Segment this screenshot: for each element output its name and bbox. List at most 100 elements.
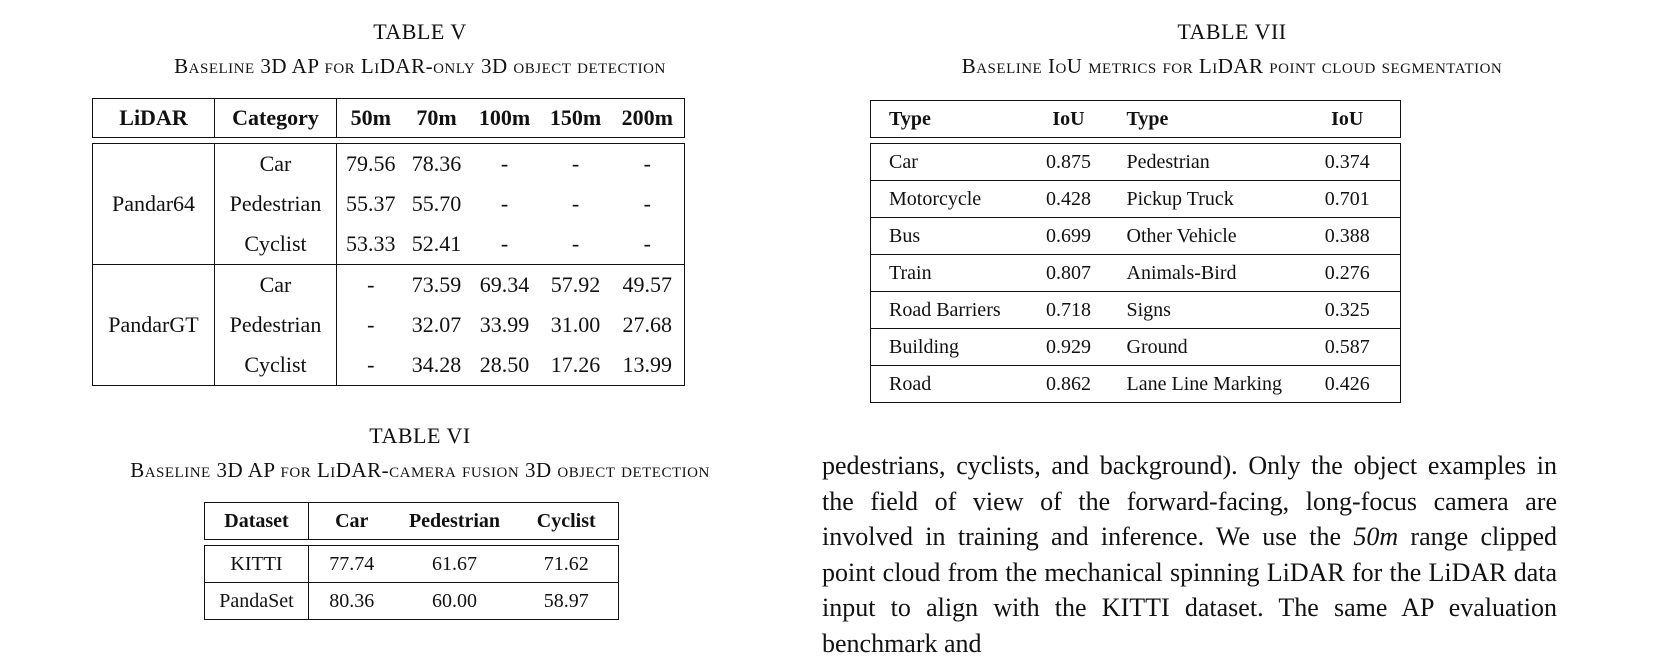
table7-cell: Building [870, 328, 1029, 366]
table5-cell: Cyclist [214, 345, 337, 386]
table5-caption: Baseline 3D AP for LiDAR-only 3D object … [174, 54, 666, 78]
table5: LiDAR Category 50m 70m 100m 150m 200m Pa… [92, 98, 685, 386]
table7-cell: Road Barriers [870, 291, 1029, 329]
table7-label: TABLE VII [1177, 19, 1287, 44]
table5-cell: - [336, 345, 405, 386]
table-row: Road 0.862 Lane Line Marking 0.426 [870, 365, 1401, 403]
table5-cell: 34.28 [404, 345, 469, 386]
table5-cell: - [367, 272, 375, 297]
table-row: KITTI 77.74 61.67 71.62 [204, 545, 619, 583]
table5-cell: 33.99 [479, 312, 530, 337]
table5-cell: - [468, 143, 541, 184]
table7-cell: Animals-Bird [1108, 254, 1295, 292]
table-row: Pandar64 Car 79.56 78.36 - - - [92, 143, 685, 265]
table5-header-cell: LiDAR [92, 98, 215, 138]
table7-cell: 0.428 [1028, 180, 1109, 218]
table5-cell: - [571, 191, 580, 216]
table7-header-cell: IoU [1294, 100, 1401, 138]
table5-cell: - [610, 224, 685, 265]
table7-cell: Ground [1108, 328, 1295, 366]
table5-cell: - [540, 224, 611, 265]
right-column: TABLE VII Baseline IoU metrics for LiDAR… [822, 18, 1642, 658]
table5-cell: 55.37 [346, 191, 396, 216]
table5-header-cell: 70m [404, 98, 469, 138]
table7-cell: 0.699 [1028, 217, 1109, 255]
table7-cell: Car [870, 143, 1029, 181]
table5-cell: 69.34 [479, 272, 530, 297]
table-row: Car 0.875 Pedestrian 0.374 [870, 143, 1401, 181]
body-text-b: range clipped point cloud from the mecha… [822, 522, 1557, 658]
table7-cell: 0.374 [1294, 143, 1401, 181]
table5-header-cell: Category [214, 98, 337, 138]
table7-header-row: Type IoU Type IoU [870, 100, 1401, 138]
table-row: Building 0.929 Ground 0.587 [870, 328, 1401, 366]
table6-label: TABLE VI [369, 423, 471, 448]
table5-cell: - [610, 184, 685, 224]
table5-cell: 52.41 [404, 224, 469, 265]
table-row: Cyclist 53.33 52.41 - - - [93, 224, 685, 265]
table-row: Train 0.807 Animals-Bird 0.276 [870, 254, 1401, 292]
table6-cell: PandaSet [204, 582, 309, 620]
table6-cell: 71.62 [514, 545, 619, 583]
table5-header-cell: 100m [468, 98, 541, 138]
table7-header-cell: Type [870, 100, 1029, 138]
table7-cell: 0.701 [1294, 180, 1401, 218]
table7-header-cell: Type [1108, 100, 1295, 138]
table7-cell: Motorcycle [870, 180, 1029, 218]
table5-cell: Car [214, 264, 337, 305]
table5-cell: Cyclist [214, 224, 337, 265]
table5-header-cell: 200m [610, 98, 685, 138]
table7-cell: Pedestrian [1108, 143, 1295, 181]
table-row: Motorcycle 0.428 Pickup Truck 0.701 [870, 180, 1401, 218]
body-math: 50m [1353, 522, 1399, 551]
table7-cell: Lane Line Marking [1108, 365, 1295, 403]
table7: Type IoU Type IoU Car 0.875 Pedestrian 0… [870, 100, 1401, 403]
table5-cell: 55.70 [411, 191, 462, 216]
table7-cell: 0.388 [1294, 217, 1401, 255]
table7-cell: 0.325 [1294, 291, 1401, 329]
table7-cell: 0.587 [1294, 328, 1401, 366]
body-text-a: pedestrians, cyclists, and background). … [822, 451, 1557, 551]
table7-header-cell: IoU [1028, 100, 1109, 138]
table5-cell: 17.26 [540, 345, 611, 386]
table5-cell: 79.56 [336, 143, 405, 184]
table7-cell: 0.426 [1294, 365, 1401, 403]
table-row: PandaSet 80.36 60.00 58.97 [204, 582, 619, 620]
table5-cell: - [468, 224, 541, 265]
table6-header-row: Dataset Car Pedestrian Cyclist [204, 502, 619, 540]
table-row: Pedestrian 55.37 55.70 - - - [93, 184, 685, 224]
table7-cell: 0.718 [1028, 291, 1109, 329]
table6-cell: 58.97 [514, 582, 619, 620]
table5-label: TABLE V [373, 19, 467, 44]
table7-cell: Pickup Truck [1108, 180, 1295, 218]
table5-header-row: LiDAR Category 50m 70m 100m 150m 200m [92, 98, 685, 138]
table-row: PandarGT Car - 73.59 69.34 57.92 49.57 [92, 264, 685, 386]
table7-cell: 0.807 [1028, 254, 1109, 292]
table5-cell: Pedestrian [214, 184, 337, 224]
table5-cell: Car [214, 143, 337, 184]
table5-cell: - [367, 312, 375, 337]
table6-caption: Baseline 3D AP for LiDAR-camera fusion 3… [130, 458, 710, 482]
body-paragraph-text: pedestrians, cyclists, and background). … [822, 448, 1557, 661]
table5-cell: 57.92 [550, 272, 601, 297]
table7-cell: 0.276 [1294, 254, 1401, 292]
table-row: Bus 0.699 Other Vehicle 0.388 [870, 217, 1401, 255]
table5-cell: Pedestrian [214, 305, 337, 345]
table6: Dataset Car Pedestrian Cyclist KITTI 77.… [204, 502, 619, 620]
table5-cell: 27.68 [610, 305, 685, 345]
table5-cell: - [500, 191, 509, 216]
table6-header-cell: Pedestrian [394, 502, 515, 540]
table5-header-cell: 150m [540, 98, 611, 138]
body-paragraph: pedestrians, cyclists, and background). … [822, 448, 1557, 661]
table5-header-cell: 50m [336, 98, 405, 138]
table5-cell: 32.07 [411, 312, 462, 337]
table6-cell: 61.67 [394, 545, 515, 583]
table6-header-cell: Car [308, 502, 395, 540]
table7-cell: 0.875 [1028, 143, 1109, 181]
table7-cell: 0.929 [1028, 328, 1109, 366]
table7-caption: Baseline IoU metrics for LiDAR point clo… [961, 54, 1503, 78]
table7-cell: Signs [1108, 291, 1295, 329]
table5-cell: - [610, 143, 685, 184]
table-row: Road Barriers 0.718 Signs 0.325 [870, 291, 1401, 329]
table5-cell: 31.00 [550, 312, 601, 337]
